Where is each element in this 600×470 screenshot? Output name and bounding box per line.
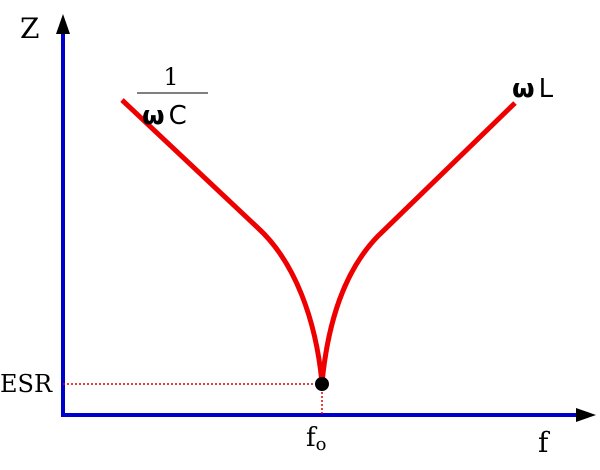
impedance-curve [120, 98, 517, 386]
capacitance-symbol: C [169, 101, 187, 131]
resonance-base: f [306, 423, 318, 453]
fraction-numerator: 1 [163, 63, 178, 91]
y-axis-arrow [56, 14, 70, 34]
resonance-label: fo [306, 423, 326, 455]
resonance-point [315, 377, 329, 391]
esr-label: ESR [0, 370, 53, 398]
x-axis-arrow [576, 408, 596, 422]
y-axis-label: Z [20, 12, 39, 45]
inductance-symbol: L [539, 74, 554, 104]
resonance-sub: o [316, 434, 327, 455]
x-axis-label: f [538, 426, 551, 459]
omega: ω [512, 74, 535, 104]
omega: ω [142, 101, 165, 131]
